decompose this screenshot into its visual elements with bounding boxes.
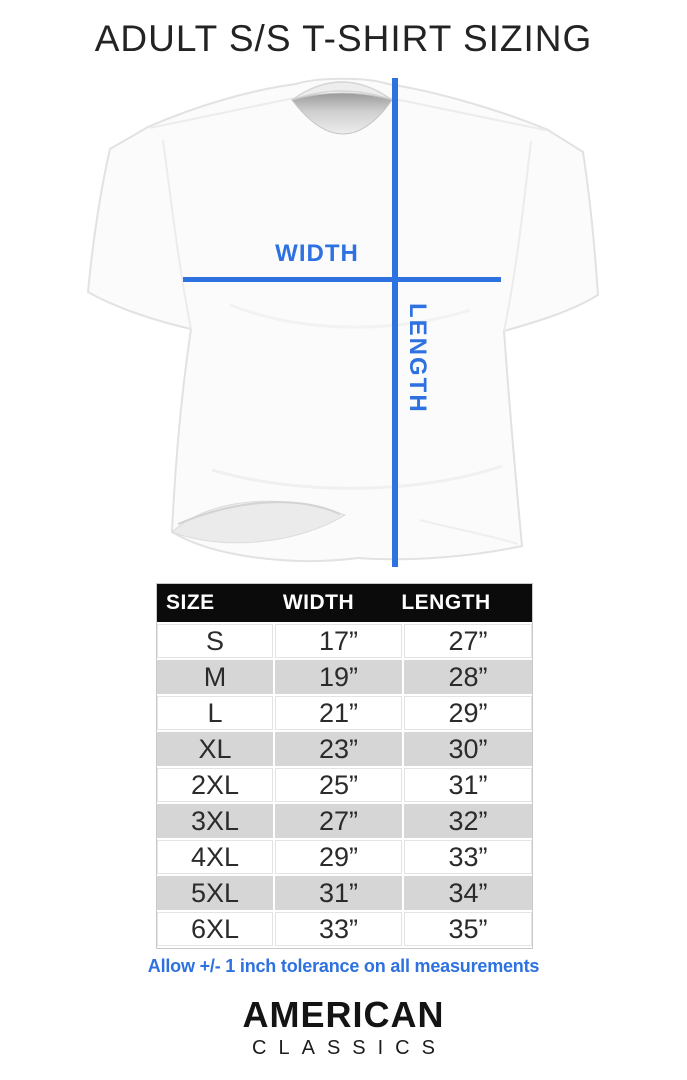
header-length: LENGTH	[401, 591, 491, 614]
brand-name-secondary: CLASSICS	[252, 1036, 447, 1059]
cell-size: 3XL	[157, 804, 273, 838]
table-row: M 19” 28”	[157, 660, 532, 694]
cell-size: 4XL	[157, 840, 273, 874]
cell-length: 35”	[404, 912, 532, 946]
cell-length: 34”	[404, 876, 532, 910]
width-measure-line	[183, 277, 501, 282]
cell-size: S	[157, 624, 273, 658]
table-row: S 17” 27”	[157, 624, 532, 658]
header-width: WIDTH	[282, 591, 355, 614]
brand-name-primary: AMERICAN	[242, 994, 445, 1035]
cell-size: L	[157, 696, 273, 730]
cell-width: 23”	[275, 732, 402, 766]
tshirt-image	[86, 77, 600, 562]
cell-length: 29”	[404, 696, 532, 730]
length-measure-line	[392, 78, 398, 567]
tolerance-note: Allow +/- 1 inch tolerance on all measur…	[147, 956, 540, 976]
cell-length: 33”	[404, 840, 532, 874]
brand-logo: AMERICAN CLASSICS	[0, 996, 687, 1060]
cell-size: XL	[157, 732, 273, 766]
cell-size: 5XL	[157, 876, 273, 910]
tshirt-body	[86, 77, 600, 562]
page-title: ADULT S/S T-SHIRT SIZING	[94, 18, 593, 59]
header-size: SIZE	[166, 591, 215, 614]
cell-width: 29”	[275, 840, 402, 874]
cell-length: 27”	[404, 624, 532, 658]
table-row: 4XL 29” 33”	[157, 840, 532, 874]
collar-opening	[291, 92, 393, 135]
table-row: 3XL 27” 32”	[157, 804, 532, 838]
cell-length: 31”	[404, 768, 532, 802]
cell-width: 31”	[275, 876, 402, 910]
size-table-header: SIZE WIDTH LENGTH	[157, 584, 532, 622]
length-measure-label: LENGTH	[404, 303, 431, 414]
table-row: 2XL 25” 31”	[157, 768, 532, 802]
cell-width: 17”	[275, 624, 402, 658]
cell-length: 28”	[404, 660, 532, 694]
table-row: L 21” 29”	[157, 696, 532, 730]
cell-width: 21”	[275, 696, 402, 730]
cell-width: 27”	[275, 804, 402, 838]
cell-size: 6XL	[157, 912, 273, 946]
width-measure-label: WIDTH	[275, 240, 359, 267]
table-row: 5XL 31” 34”	[157, 876, 532, 910]
cell-width: 33”	[275, 912, 402, 946]
cell-length: 30”	[404, 732, 532, 766]
cell-size: 2XL	[157, 768, 273, 802]
size-table-body: S 17” 27” M 19” 28” L 21” 29” XL 23” 30” 2XL 25” 31” 3X…	[157, 622, 532, 948]
cell-width: 19”	[275, 660, 402, 694]
cell-length: 32”	[404, 804, 532, 838]
size-table: SIZE WIDTH LENGTH S 17” 27” M 19” 28” L 21” 29” X…	[156, 583, 533, 949]
table-row: XL 23” 30”	[157, 732, 532, 766]
cell-size: M	[157, 660, 273, 694]
table-row: 6XL 33” 35”	[157, 912, 532, 946]
cell-width: 25”	[275, 768, 402, 802]
